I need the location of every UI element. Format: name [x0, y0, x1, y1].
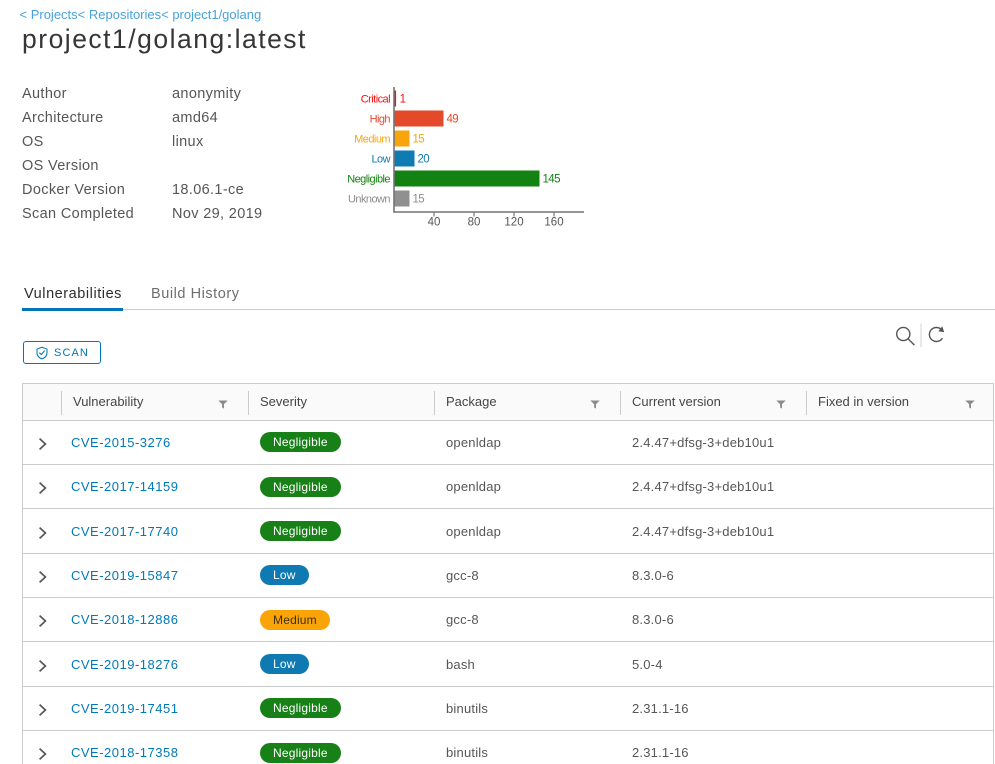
svg-text:120: 120 — [504, 217, 523, 229]
svg-text:Low: Low — [371, 154, 390, 166]
svg-text:Critical: Critical — [361, 94, 390, 106]
svg-text:Medium: Medium — [354, 134, 390, 146]
svg-text:40: 40 — [428, 217, 441, 229]
svg-text:80: 80 — [468, 217, 481, 229]
svg-text:Unknown: Unknown — [348, 194, 390, 206]
svg-text:15: 15 — [413, 194, 425, 206]
svg-text:49: 49 — [447, 114, 459, 126]
svg-text:Negligible: Negligible — [347, 174, 390, 186]
svg-text:20: 20 — [418, 154, 430, 166]
svg-text:145: 145 — [543, 174, 561, 186]
svg-text:160: 160 — [544, 217, 563, 229]
svg-text:High: High — [370, 114, 391, 126]
svg-text:15: 15 — [413, 134, 425, 146]
svg-text:1: 1 — [400, 94, 406, 106]
